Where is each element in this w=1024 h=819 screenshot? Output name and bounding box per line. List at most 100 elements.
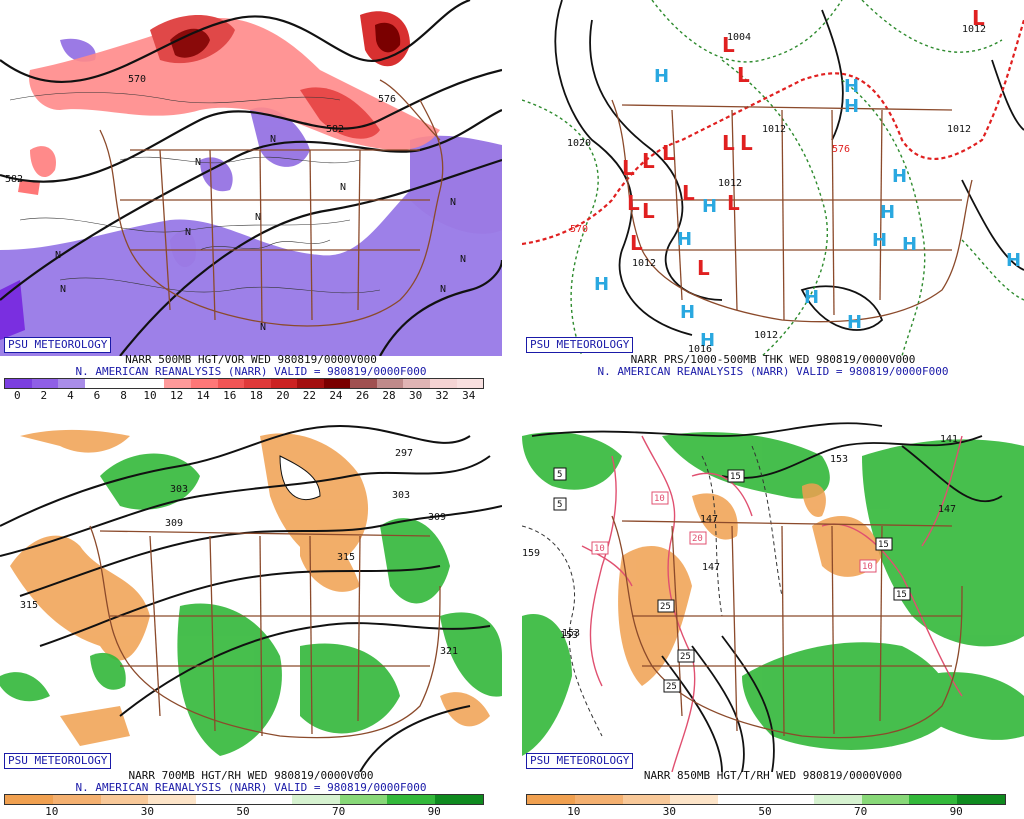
isobar-label: 1016 — [688, 344, 712, 355]
rh850-map: 153 147 147 141 147 153 159 153 5 5 15 1… — [522, 416, 1024, 772]
colorbar-swatch — [323, 379, 351, 388]
svg-text:L: L — [627, 191, 640, 215]
colorbar-swatch — [84, 379, 112, 388]
contour-label: 147 — [700, 514, 718, 525]
colorbar-tick: 32 — [435, 389, 449, 402]
colorbar-swatch — [100, 795, 149, 804]
box-label: 25 — [680, 652, 691, 662]
contour-label: 159 — [522, 548, 540, 559]
colorbar-swatch — [435, 795, 483, 804]
colorbar-tick: 26 — [355, 389, 370, 402]
colorbar-swatch — [148, 795, 197, 804]
colorbar-swatch — [196, 795, 244, 804]
colorbar-tick: 12 — [169, 389, 184, 402]
credit-badge: PSU METEOROLOGY — [4, 337, 112, 353]
colorbar-swatch — [718, 795, 766, 804]
colorbar-swatch — [456, 379, 484, 388]
contour-label: 576 — [378, 94, 396, 105]
colorbar-tick: 10 — [567, 805, 581, 818]
colorbar-swatch — [164, 379, 191, 388]
isobar-label: 1012 — [754, 330, 778, 341]
svg-text:L: L — [682, 181, 695, 205]
svg-text:H: H — [844, 76, 859, 97]
colorbar-swatch — [430, 379, 457, 388]
svg-text:H: H — [594, 274, 609, 295]
colorbar-swatch — [270, 379, 298, 388]
thickness-570-line — [522, 19, 1024, 246]
vort-min-label: N — [340, 182, 346, 193]
colorbar-swatch — [217, 379, 245, 388]
vort-min-label: N — [260, 322, 266, 333]
colorbar-tick: 18 — [249, 389, 263, 402]
vort-min-label: N — [195, 157, 201, 168]
rh700-map: 297 303 309 309 303 315 315 321 — [0, 416, 502, 772]
colorbar-tick: 16 — [223, 389, 237, 402]
contour-label: 147 — [938, 504, 956, 515]
height-contours — [0, 0, 502, 356]
colorbar-swatch — [403, 379, 430, 388]
contour-label: 582 — [326, 124, 344, 135]
svg-text:H: H — [892, 166, 907, 187]
box-label: 5 — [557, 470, 562, 480]
colorbar-tick: 90 — [949, 805, 963, 818]
svg-text:H: H — [702, 196, 717, 217]
panel-title: NARR 850MB HGT/T/RH WED 980819/0000V000 — [643, 769, 903, 782]
colorbar-swatch — [387, 795, 436, 804]
thickness-label: 570 — [570, 224, 588, 235]
svg-text:L: L — [722, 131, 735, 155]
credit-badge: PSU METEOROLOGY — [4, 753, 112, 769]
isobar-label: 1012 — [947, 124, 971, 135]
svg-text:L: L — [622, 156, 635, 180]
colorbar-swatch — [137, 379, 165, 388]
panel-title: NARR 500MB HGT/VOR WED 980819/0000V000 — [125, 353, 377, 366]
geographic-boundaries — [89, 525, 441, 739]
colorbar-tick: 6 — [93, 389, 101, 402]
boxed-labels: 5 5 15 15 15 25 25 25 10 10 10 20 — [553, 467, 911, 693]
svg-text:L: L — [662, 141, 675, 165]
svg-text:L: L — [630, 231, 643, 255]
colorbar-swatch — [339, 795, 388, 804]
contour-label: 309 — [165, 518, 183, 529]
colorbar-swatch — [190, 379, 218, 388]
colorbar-swatch — [622, 795, 671, 804]
colorbar-tick: 50 — [758, 805, 772, 818]
colorbar-tick: 30 — [408, 389, 423, 402]
colorbar-tick: 24 — [329, 389, 343, 402]
rh-colorbar — [4, 794, 484, 805]
credit-badge: PSU METEOROLOGY — [526, 753, 634, 769]
vort-min-label: N — [460, 254, 466, 265]
colorbar-swatch — [58, 379, 85, 388]
svg-text:L: L — [737, 63, 750, 87]
vorticity-map: 570 582 576 582 N N N N N N N N N N N — [0, 0, 502, 356]
panel-subtitle: N. AMERICAN REANALYSIS (NARR) VALID = 98… — [75, 365, 427, 378]
svg-text:L: L — [697, 256, 710, 280]
svg-text:H: H — [902, 234, 917, 255]
geographic-boundaries — [99, 79, 444, 327]
contour-label: 153 — [830, 454, 848, 465]
contour-label: 582 — [5, 174, 23, 185]
contour-label: 153 — [560, 630, 578, 641]
box-label: 10 — [594, 544, 605, 554]
colorbar-tick: 2 — [40, 389, 48, 402]
isobar-label: 1012 — [962, 24, 986, 35]
contour-label: 153 — [562, 628, 580, 639]
negative-vorticity-areas — [0, 38, 502, 356]
svg-text:L: L — [642, 149, 655, 173]
box-label: 20 — [692, 534, 703, 544]
colorbar-swatch — [957, 795, 1005, 804]
colorbar-swatch — [527, 795, 575, 804]
colorbar-swatch — [243, 795, 292, 804]
rh-colorbar-ticks: 10 30 50 70 90 — [4, 805, 482, 818]
box-label: 25 — [660, 602, 671, 612]
colorbar-swatch — [5, 379, 32, 388]
vort-min-label: N — [450, 197, 456, 208]
colorbar-tick: 70 — [853, 805, 868, 818]
svg-text:H: H — [677, 229, 692, 250]
colorbar-swatch — [31, 379, 59, 388]
geographic-boundaries — [611, 99, 973, 323]
colorbar-tick: 4 — [67, 389, 74, 402]
rh-colorbar-ticks: 10 30 50 70 90 — [526, 805, 1004, 818]
vort-min-label: N — [255, 212, 261, 223]
